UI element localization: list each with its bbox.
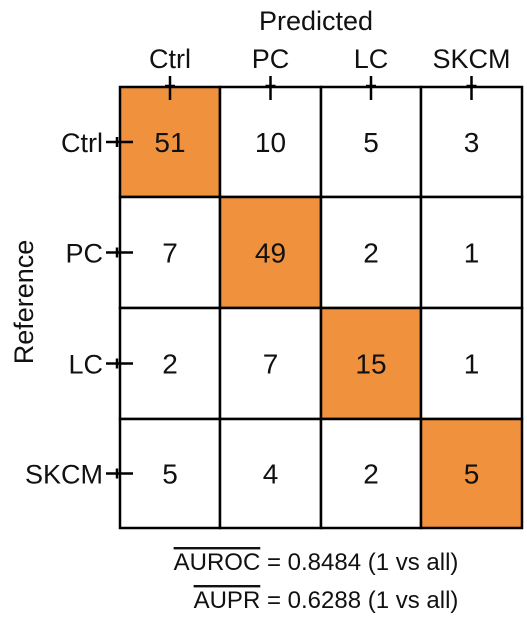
cell-value: 51 xyxy=(154,127,185,158)
cell-value: 1 xyxy=(464,349,480,380)
column-tick-label: Ctrl xyxy=(149,44,191,74)
cell-value: 2 xyxy=(363,459,379,490)
cell-value: 3 xyxy=(464,127,480,158)
top-axis-title: Predicted xyxy=(259,6,373,36)
cell-value: 49 xyxy=(255,238,286,269)
cell-value: 7 xyxy=(263,349,279,380)
column-tick-label: PC xyxy=(252,44,290,74)
row-ticks: Ctrl PC LC SKCM xyxy=(25,128,133,490)
cell-value: 15 xyxy=(355,349,386,380)
auroc-label: AUROC xyxy=(174,549,261,576)
matrix-cell-skcm-skcm xyxy=(419,417,524,530)
left-axis-title: Reference xyxy=(9,240,39,365)
matrix-cell-pc-skcm xyxy=(419,195,524,310)
cell-value: 2 xyxy=(363,238,379,269)
cell-value: 1 xyxy=(464,238,480,269)
row-tick-label: SKCM xyxy=(25,460,103,490)
column-tick-label: SKCM xyxy=(432,44,510,74)
cell-value: 5 xyxy=(363,127,379,158)
matrix-cell-ctrl-skcm xyxy=(419,85,524,199)
matrix-cell-skcm-pc xyxy=(218,417,323,530)
aupr-value: = 0.6288 (1 vs all) xyxy=(260,587,458,614)
cell-value: 10 xyxy=(255,127,286,158)
row-tick-label: Ctrl xyxy=(61,128,103,158)
cell-value: 4 xyxy=(263,459,279,490)
row-tick-label: LC xyxy=(68,350,103,380)
matrix-cell-skcm-ctrl xyxy=(118,417,222,530)
cell-value: 5 xyxy=(162,459,178,490)
matrix-cell-lc-skcm xyxy=(419,306,524,421)
matrix-cells: 51 10 5 37 49 2 12 7 15 15 4 2 5 xyxy=(118,85,524,530)
aupr-metric: AUPR = 0.6288 (1 vs all) xyxy=(194,587,459,614)
auroc-value: = 0.8484 (1 vs all) xyxy=(260,549,458,576)
matrix-cell-pc-pc xyxy=(218,195,323,310)
column-ticks: Ctrl PC LC SKCM xyxy=(149,44,511,100)
matrix-cell-ctrl-pc xyxy=(218,85,323,199)
row-tick-label: PC xyxy=(65,239,103,269)
cell-value: 5 xyxy=(464,459,480,490)
cell-value: 2 xyxy=(162,349,178,380)
auroc-metric: AUROC = 0.8484 (1 vs all) xyxy=(174,549,459,576)
column-tick-label: LC xyxy=(354,44,389,74)
matrix-cell-lc-pc xyxy=(218,306,323,421)
cell-value: 7 xyxy=(162,238,178,269)
aupr-label: AUPR xyxy=(194,587,261,614)
